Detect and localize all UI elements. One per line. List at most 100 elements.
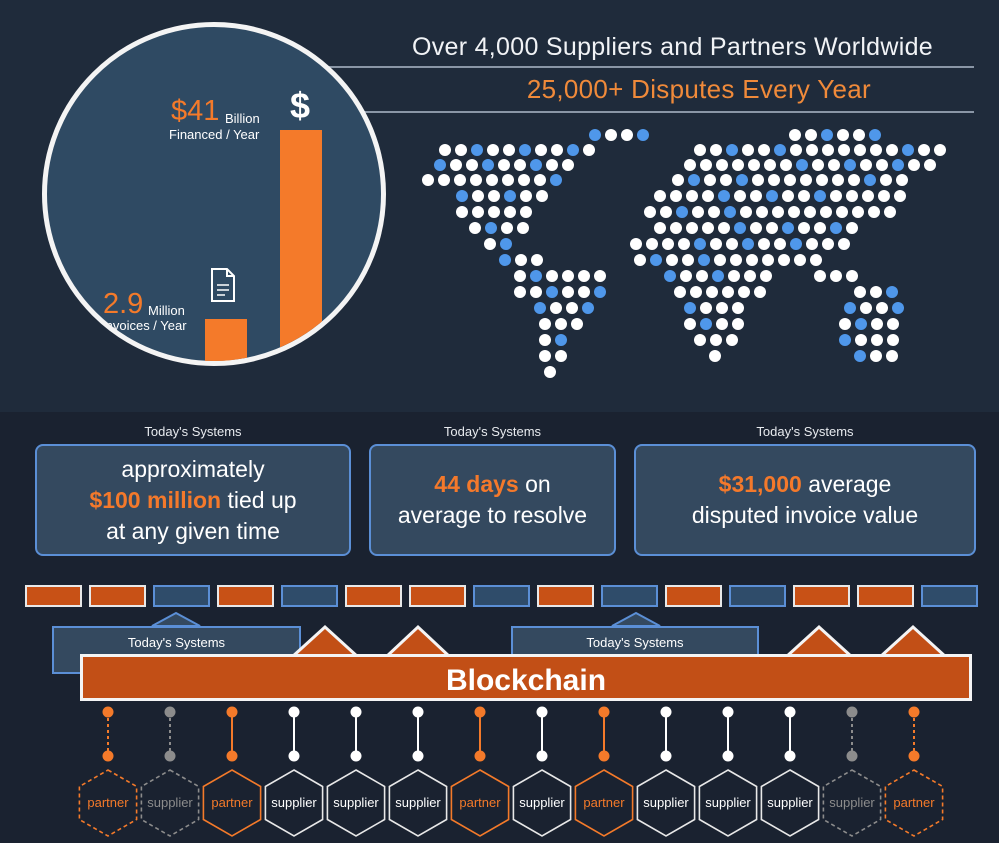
invoices-bar [205,319,247,361]
supplier-node [512,769,572,837]
supplier-label: supplier [271,795,317,810]
chain-block-orange [537,585,594,607]
headline-disputes: 25,000+ Disputes Every Year [526,74,871,104]
legacy-left-label: Today's Systems [127,635,226,650]
systems-label-2: Today's Systems [443,424,542,439]
stat-box-locked-capital: approximately $100 million tied up at an… [35,444,351,556]
stat-box-1-highlight: $100 million [89,486,222,513]
chain-block-orange [857,585,914,607]
node-dot [164,750,176,762]
stat-box-1-line3: at any given time [106,517,280,544]
blockchain-peaks [288,624,950,659]
headline-suppliers: Over 4,000 Suppliers and Partners Worldw… [411,33,933,61]
rule-upper [300,66,974,68]
dollar-icon: $ [290,85,311,126]
node-dot [660,750,672,762]
node-dot [226,750,238,762]
blockchain-bar: Blockchain [80,654,972,701]
node-dot [102,750,114,762]
stat-box-1-post1: tied up [221,486,297,513]
systems-label-3: Today's Systems [756,424,854,439]
invoices-unit: Million [148,303,185,318]
node-dot [412,706,424,718]
stat-box-2-post1: on [518,471,551,497]
supplier-node [140,769,200,837]
chain-block-blue [729,585,786,607]
node-dot [784,750,796,762]
chain-block-blue [153,585,210,607]
chain-block-blue [921,585,978,607]
chain-block-orange [793,585,850,607]
node-dot [226,706,238,718]
stat-box-3-highlight: $31,000 [718,471,802,497]
supplier-label: supplier [519,795,565,810]
node-dot [598,750,610,762]
node-dot [164,706,176,718]
node-dot [536,706,548,718]
chain-block-orange [345,585,402,607]
supplier-label: supplier [643,795,689,810]
supplier-node [388,769,448,837]
node-dot [846,750,858,762]
node-dot [846,706,858,718]
partner-label: partner [583,795,625,810]
stat-box-3-line2: disputed invoice value [691,502,919,528]
node-dot [536,750,548,762]
node-dot [908,750,920,762]
node-dot [908,706,920,718]
supplier-label: supplier [829,795,875,810]
financed-value: $41 [171,95,220,127]
network-nodes [78,706,944,837]
invoices-value: 2.9 [103,288,144,320]
partner-label: partner [459,795,501,810]
legacy-right-label: Today's Systems [586,635,684,650]
partner-node [574,769,634,837]
partner-label: partner [211,795,253,810]
supplier-label: supplier [705,795,751,810]
stat-box-resolution-time: 44 days on average to resolve [369,444,616,556]
node-dot [474,750,486,762]
chain-block-orange [89,585,146,607]
financed-bar [280,130,322,361]
stat-box-3-line1: $31,000 average [636,469,974,500]
node-dot [350,750,362,762]
node-dot [288,706,300,718]
chain-block-orange [217,585,274,607]
supplier-label: supplier [767,795,813,810]
partner-node [884,769,944,837]
supplier-label: supplier [395,795,441,810]
supplier-label: supplier [147,795,193,810]
node-dot [350,706,362,718]
stat-box-1-line1: approximately [121,455,265,482]
supplier-node [760,769,820,837]
chain-block-blue [473,585,530,607]
node-dot [660,706,672,718]
supplier-node [822,769,882,837]
partner-node [78,769,138,837]
stat-box-3-post1: average [801,471,892,497]
stat-box-2-line2: average to resolve [397,502,588,528]
supplier-label: supplier [333,795,379,810]
stat-box-2-line1: 44 days on [371,469,614,500]
node-dot [474,706,486,718]
financed-unit: Billion [225,111,260,126]
node-dot [288,750,300,762]
rule-lower [300,111,974,113]
partner-node [202,769,262,837]
stat-box-invoice-value: $31,000 average disputed invoice value [634,444,976,556]
node-dot [412,750,424,762]
supplier-node [698,769,758,837]
partner-label: partner [893,795,935,810]
node-dot [722,750,734,762]
partner-label: partner [87,795,129,810]
chain-block-orange [25,585,82,607]
chain-block-orange [665,585,722,607]
invoices-label: Invoices / Year [102,318,187,333]
systems-label-1: Today's Systems [144,424,242,439]
supplier-node [326,769,386,837]
node-dot [784,706,796,718]
supplier-node [264,769,324,837]
chain-block-orange [409,585,466,607]
node-dot [102,706,114,718]
stat-box-2-highlight: 44 days [434,471,519,497]
